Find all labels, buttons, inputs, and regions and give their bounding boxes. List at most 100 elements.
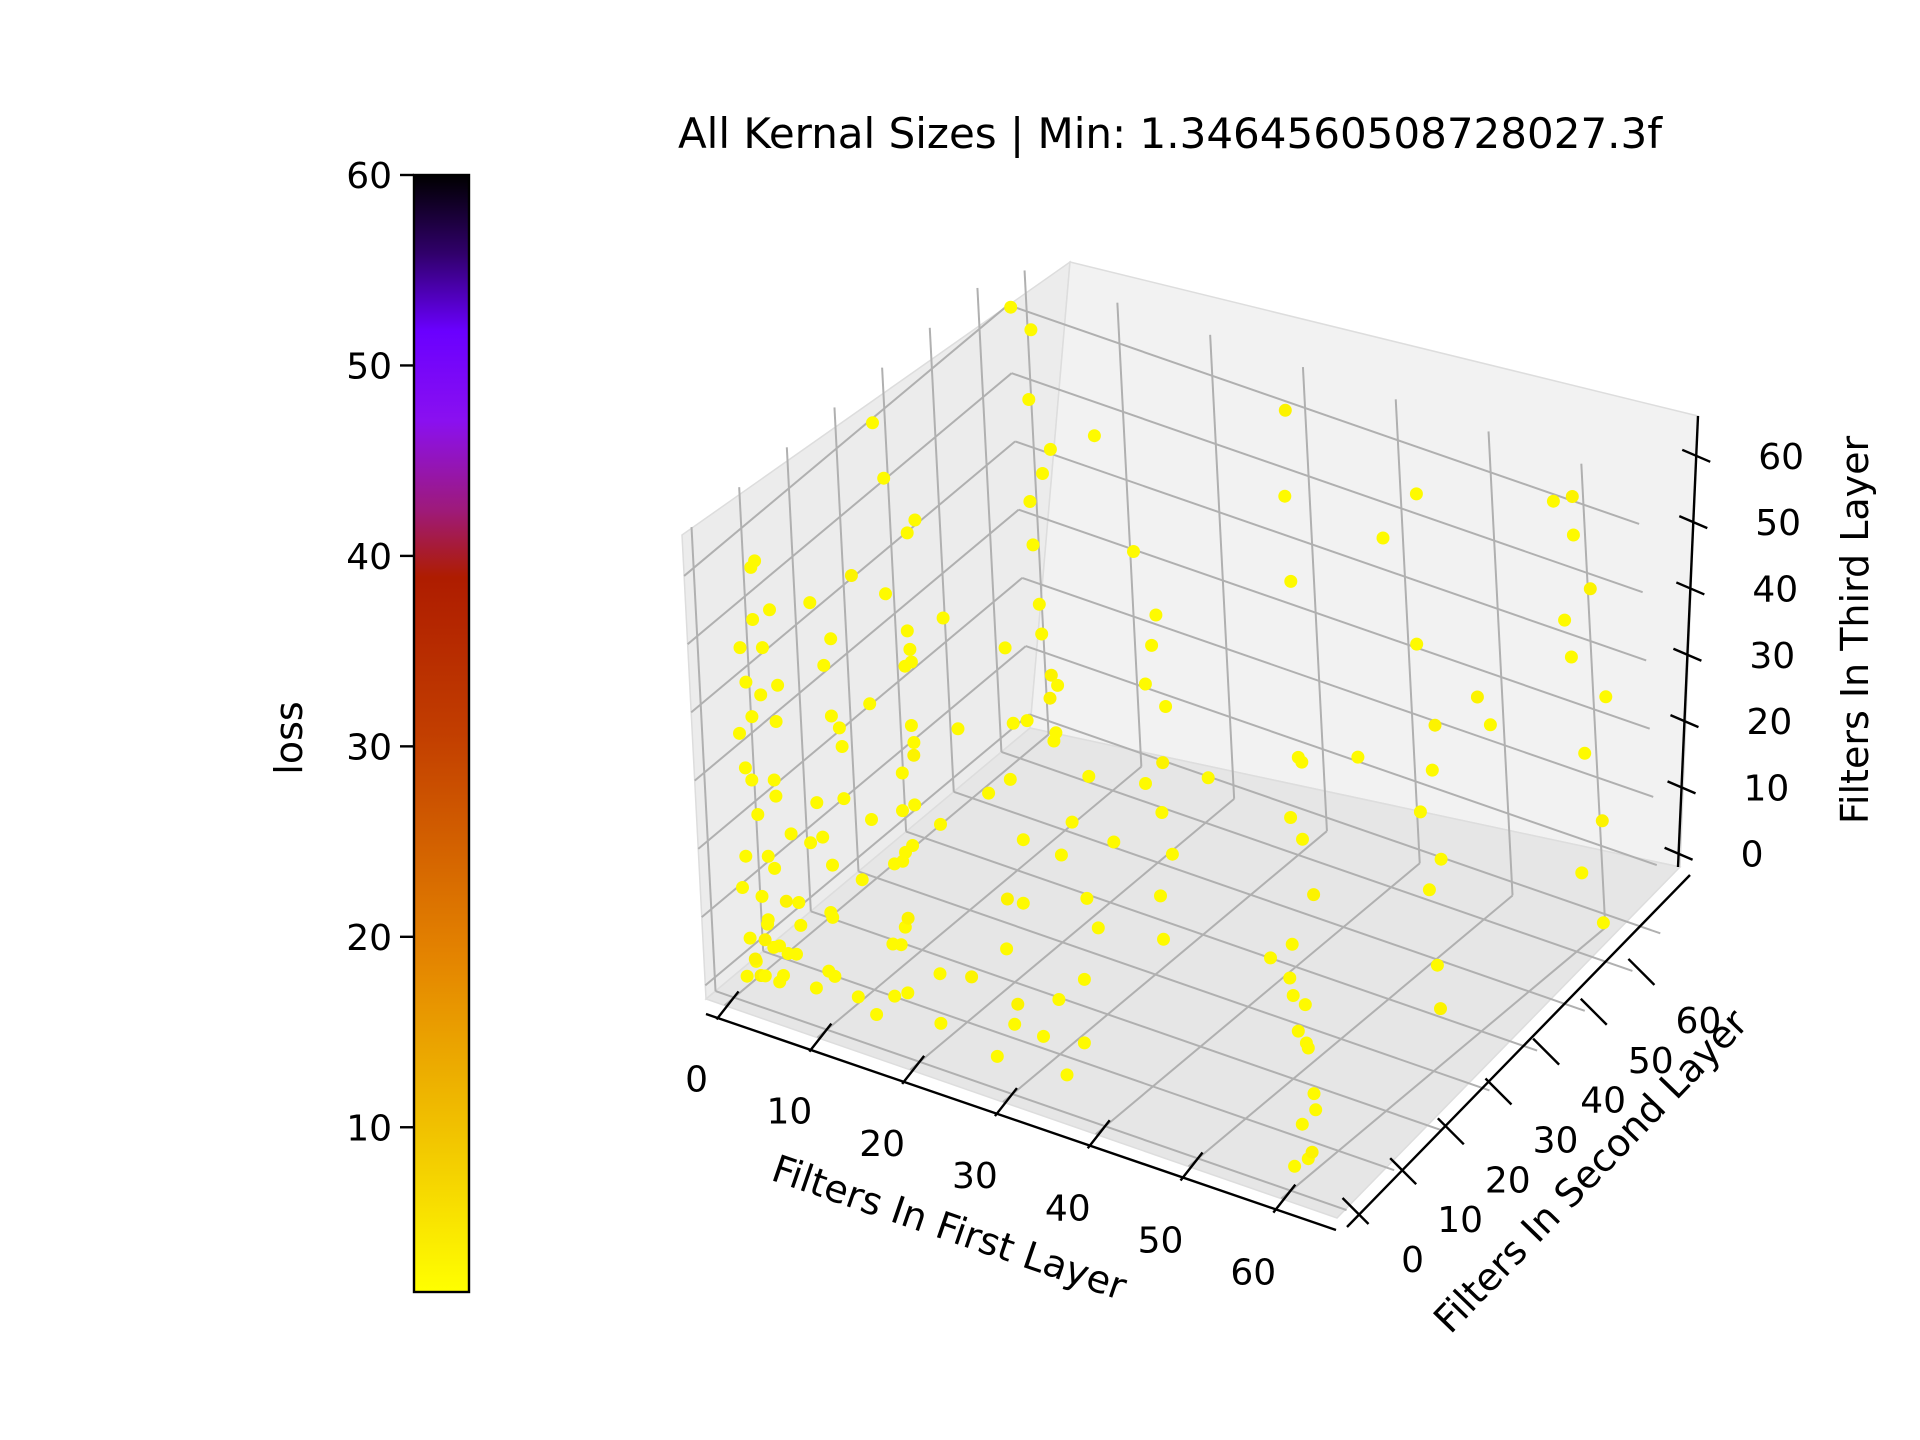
scatter-point: [903, 642, 917, 656]
colorbar-ticks: 10 20 30 40 50 60: [346, 156, 414, 1149]
colorbar-tick-label: 30: [346, 727, 392, 768]
scatter-point: [1434, 1002, 1447, 1016]
x-tick-label: 0: [685, 1059, 708, 1100]
scatter-point: [1006, 716, 1020, 730]
x-tick: [1179, 1151, 1204, 1182]
scatter-point: [1154, 889, 1167, 903]
z-tick: [1681, 448, 1711, 463]
grid-line-y: [881, 367, 908, 832]
grid-line-y: [905, 830, 1538, 1052]
scatter-point: [1565, 490, 1579, 503]
grid-line-y: [810, 910, 1443, 1132]
scatter-point: [1049, 726, 1063, 740]
scatter-point: [1091, 921, 1105, 935]
scatter-point: [1127, 545, 1140, 558]
grid-line-z: [694, 508, 1020, 782]
scatter-point: [1011, 997, 1025, 1011]
scatter-point: [901, 986, 915, 1000]
scatter-point: [1298, 998, 1312, 1012]
scatter-point: [1020, 714, 1034, 728]
scatter-point: [1156, 756, 1170, 770]
scatter-point: [1309, 1103, 1323, 1117]
scatter-point: [934, 817, 947, 831]
scatter-point: [758, 969, 772, 983]
scatter-point: [1286, 989, 1300, 1002]
scatter-point: [1351, 750, 1365, 764]
scatter-point: [754, 688, 768, 702]
scatter-point: [736, 881, 749, 894]
scatter-point: [761, 849, 775, 863]
scatter-point: [895, 766, 909, 780]
scatter-point: [1596, 916, 1610, 930]
scatter-point: [733, 641, 747, 655]
z-tick-label: 40: [1752, 569, 1798, 610]
x-tick-label: 50: [1138, 1220, 1184, 1261]
scatter-point: [1264, 951, 1277, 965]
y-tick: [1389, 1157, 1418, 1186]
scatter-point: [817, 658, 831, 672]
scatter-point: [879, 587, 892, 601]
scatter-point: [1583, 582, 1597, 596]
z-tick-label: 30: [1749, 636, 1795, 677]
scatter-point: [1425, 763, 1439, 777]
scatter-point: [767, 773, 781, 787]
scatter-point: [822, 964, 836, 978]
scatter-point: [863, 697, 877, 711]
scatter-point: [1305, 1145, 1319, 1159]
y-axis-line: [1346, 874, 1691, 1228]
scatter-point: [1016, 896, 1030, 910]
scatter-point: [784, 827, 798, 841]
scatter-point: [755, 889, 769, 903]
scatter-point: [826, 858, 839, 872]
scatter-point: [904, 655, 918, 669]
scatter-point: [810, 796, 824, 810]
scatter-point: [865, 813, 878, 826]
scatter-point: [1296, 832, 1309, 846]
scatter-point: [1291, 1024, 1305, 1038]
y-tick: [1579, 997, 1608, 1026]
x-tick: [993, 1087, 1018, 1117]
grid-line-x: [1095, 862, 1421, 1136]
scatter-point: [934, 1016, 948, 1030]
scatter-point: [1036, 467, 1049, 480]
scatter-point: [1043, 691, 1057, 705]
x-tick-label: 30: [952, 1156, 998, 1197]
scatter-point: [1284, 574, 1298, 588]
colorbar-tick-label: 50: [346, 346, 392, 387]
z-tick-label: 20: [1746, 702, 1792, 743]
scatter-point: [824, 632, 838, 646]
grid-line-x: [1394, 399, 1421, 864]
grid-line-x: [1280, 926, 1606, 1200]
z-tick: [1675, 581, 1705, 596]
scatter-point: [1035, 627, 1049, 641]
scatter-point: [933, 967, 947, 981]
scatter-point: [1065, 815, 1079, 829]
grid-line-y: [1001, 750, 1633, 972]
scatter-point: [1060, 1068, 1074, 1082]
scatter-point: [877, 471, 891, 485]
scatter-point: [900, 526, 914, 540]
scatter-point: [998, 641, 1012, 655]
scatter-point: [740, 969, 754, 983]
scatter-point: [763, 603, 776, 617]
scatter-point: [779, 894, 793, 908]
scatter-point: [745, 710, 759, 724]
scatter-point: [1052, 993, 1066, 1006]
y-tick-label: 60: [1676, 1001, 1722, 1042]
x-tick-label: 20: [859, 1124, 905, 1165]
grid-line-z: [701, 645, 1027, 918]
scatter-point: [1032, 597, 1046, 611]
z-axis-line: [1676, 415, 1700, 868]
scatter-point: [906, 839, 920, 852]
grid-line-z: [1025, 645, 1658, 867]
scatter-point: [1558, 613, 1572, 627]
scatter-point: [1422, 883, 1436, 897]
scatter-point: [1149, 608, 1163, 622]
scatter-point: [792, 896, 806, 909]
chart-title: All Kernal Sizes | Min: 1.34645605087280…: [678, 109, 1663, 158]
scatter-point: [1037, 1029, 1050, 1043]
scatter-point: [1139, 777, 1152, 790]
scatter-point: [1434, 852, 1448, 866]
grid-line-y: [953, 790, 1586, 1012]
colorbar-label: loss: [267, 701, 311, 774]
